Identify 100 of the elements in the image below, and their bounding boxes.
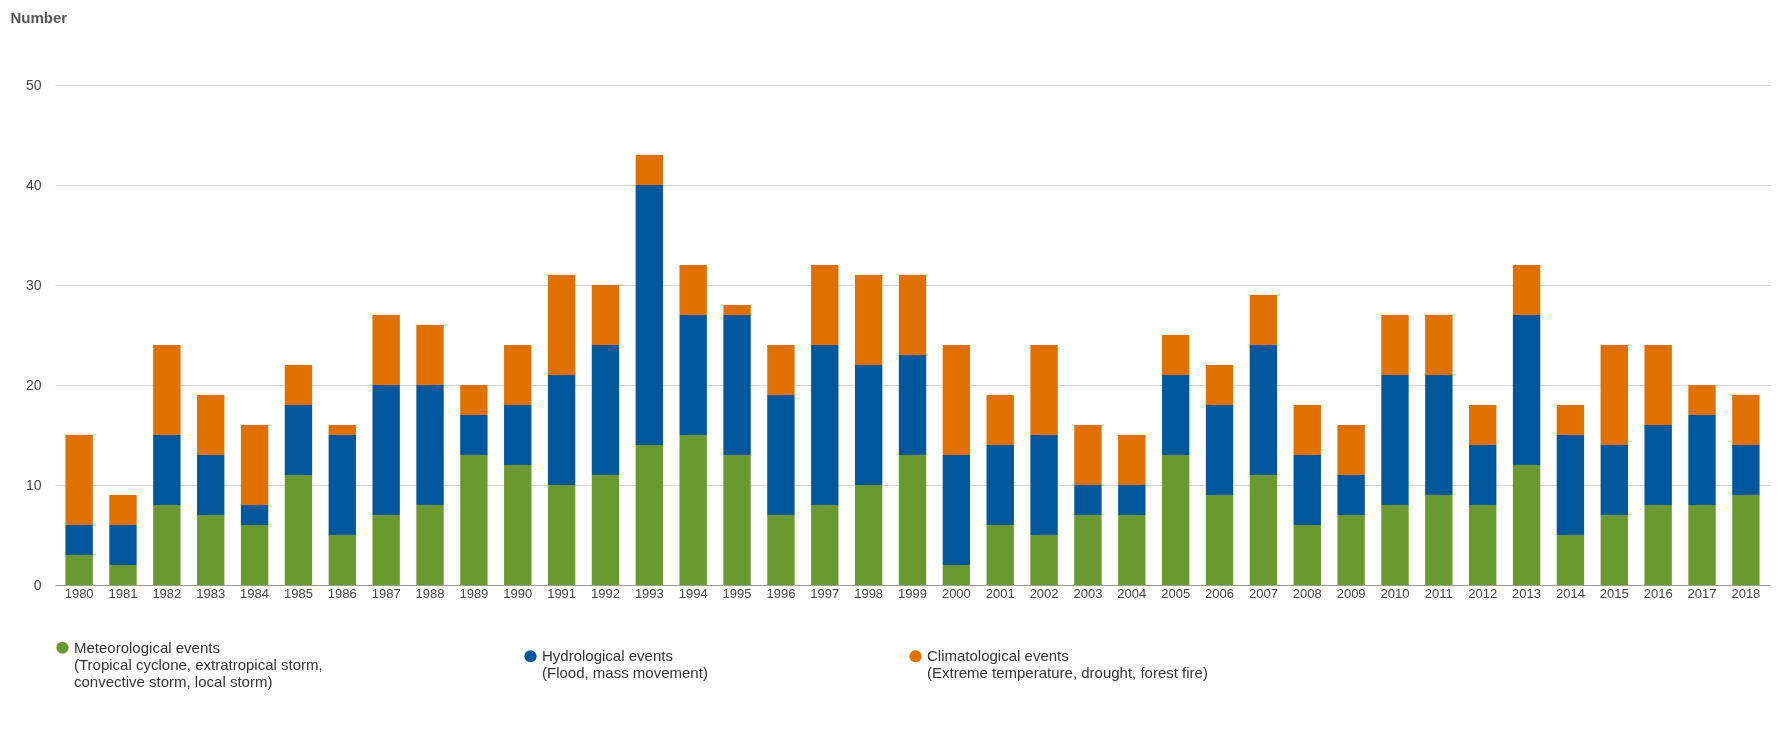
bar (109, 525, 137, 565)
bar (153, 345, 181, 435)
bar (1381, 505, 1409, 585)
bar (1381, 315, 1409, 375)
x-tick-label: 2008 (1292, 585, 1322, 601)
bar (679, 435, 707, 585)
bar (591, 345, 620, 475)
x-tick-label: 2017 (1687, 585, 1717, 601)
bar (1600, 445, 1628, 515)
x-tick-label: 2005 (1161, 585, 1191, 601)
bar (1293, 525, 1321, 585)
bar (1600, 515, 1628, 585)
bar (1688, 415, 1716, 505)
bar (416, 325, 444, 385)
x-tick-label: 2012 (1468, 585, 1498, 601)
bar (460, 385, 488, 415)
x-tick-label: 2004 (1117, 585, 1147, 601)
bar (1074, 485, 1102, 515)
bar (986, 525, 1014, 585)
bar (1205, 365, 1234, 405)
bar (1732, 395, 1760, 445)
bar (767, 515, 795, 585)
bar (109, 565, 137, 585)
bar (372, 515, 400, 585)
bar (1337, 515, 1365, 585)
bar (109, 495, 137, 525)
bar (723, 305, 751, 315)
bar (1469, 405, 1497, 445)
bar (1293, 455, 1321, 525)
x-tick-label: 1981 (108, 585, 138, 601)
bar (1030, 435, 1058, 535)
bar (372, 315, 400, 385)
x-tick-label: 2000 (941, 585, 971, 601)
bar (854, 365, 883, 485)
bar (1469, 445, 1497, 505)
bar (504, 465, 532, 585)
bar (416, 385, 444, 505)
bar (1425, 375, 1453, 495)
bar (811, 505, 839, 585)
x-tick-label: 1998 (854, 585, 884, 601)
bar (460, 415, 488, 455)
x-tick-label: 1989 (459, 585, 489, 601)
x-tick-label: 1982 (152, 585, 182, 601)
x-tick-label: 1984 (240, 585, 270, 601)
bar (197, 515, 225, 585)
bar (1512, 265, 1541, 315)
bar (153, 435, 181, 505)
bar (1074, 425, 1102, 485)
bar (547, 275, 576, 375)
x-tick-label: 1994 (678, 585, 708, 601)
y-tick-label: 40 (25, 176, 42, 193)
bar (1556, 535, 1585, 585)
bar (811, 345, 839, 505)
x-tick-label: 1983 (196, 585, 226, 601)
bar (1161, 375, 1190, 455)
bar (1732, 495, 1760, 585)
bar (284, 365, 313, 405)
x-tick-label: 2003 (1073, 585, 1103, 601)
x-tick-label: 2016 (1643, 585, 1673, 601)
x-tick-label: 2013 (1512, 585, 1542, 601)
bar (1644, 425, 1672, 505)
bar (1425, 495, 1453, 585)
bar (986, 395, 1014, 445)
bar (1469, 505, 1497, 585)
bar (898, 355, 927, 455)
x-tick-label: 1993 (634, 585, 664, 601)
x-tick-label: 2007 (1248, 585, 1278, 601)
bar (1381, 375, 1409, 505)
bar (1249, 345, 1278, 475)
bar (547, 375, 576, 485)
x-tick-label: 1996 (766, 585, 796, 601)
bar (723, 455, 751, 585)
bar (1644, 345, 1672, 425)
x-tick-label: 2001 (985, 585, 1015, 601)
bar (328, 435, 356, 535)
bar (1030, 535, 1058, 585)
bar (1118, 515, 1146, 585)
bar (240, 505, 269, 525)
bar (1074, 515, 1102, 585)
bar (942, 565, 971, 585)
bar (153, 505, 181, 585)
x-tick-label: 1991 (547, 585, 577, 601)
bar (1600, 345, 1628, 445)
x-tick-label: 1997 (810, 585, 840, 601)
bar (1293, 405, 1321, 455)
x-tick-label: 1986 (327, 585, 357, 601)
y-tick-label: 30 (25, 276, 42, 293)
y-tick-label: 50 (25, 76, 42, 93)
x-tick-label: 1980 (64, 585, 94, 601)
x-tick-label: 2014 (1555, 585, 1585, 601)
bar (1556, 435, 1585, 535)
bar (1118, 435, 1146, 485)
bar (591, 285, 620, 345)
bar (942, 345, 971, 455)
bar (284, 405, 313, 475)
bar (679, 315, 707, 435)
x-tick-label: 2011 (1424, 585, 1453, 601)
bar (854, 275, 883, 365)
bar (460, 455, 488, 585)
bar (328, 535, 356, 585)
